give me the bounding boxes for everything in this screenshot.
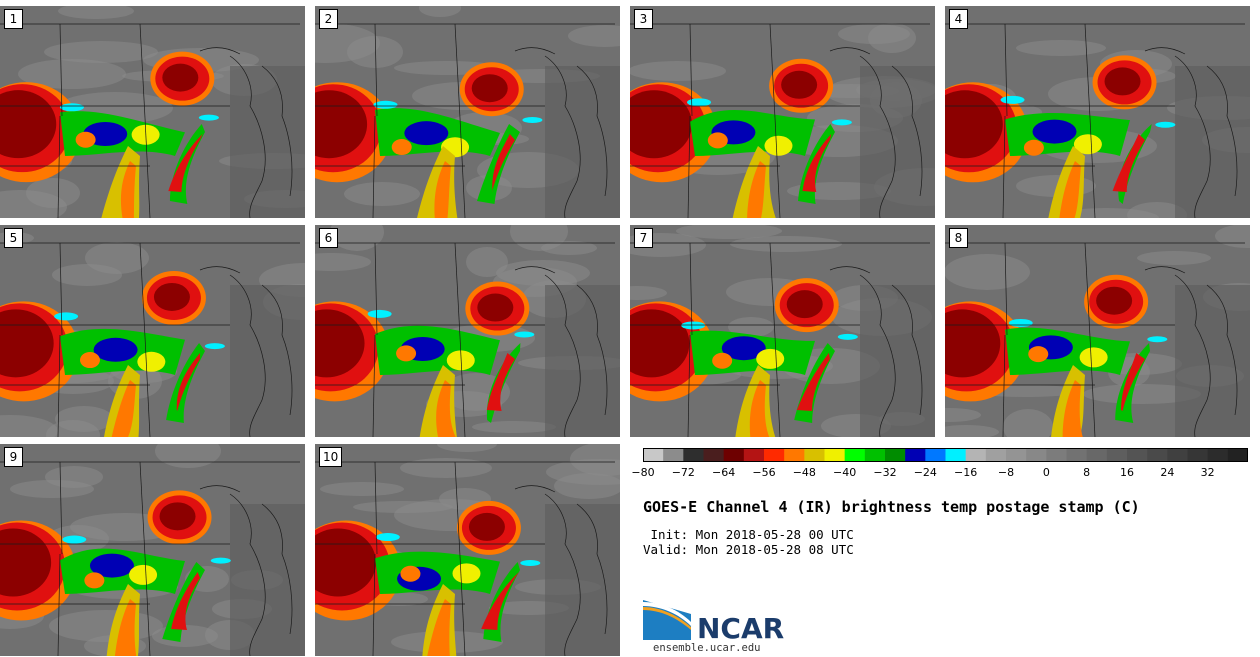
colorbar-segment xyxy=(804,448,825,462)
colorbar-tick-label: −56 xyxy=(752,466,776,479)
panel-number: 2 xyxy=(319,9,338,29)
colorbar-segment xyxy=(703,448,725,462)
panel-number: 8 xyxy=(949,228,968,248)
postage-stamp-panel: 7 xyxy=(630,225,935,437)
colorbar-segment xyxy=(1066,448,1088,462)
colorbar-segment xyxy=(1086,448,1108,462)
panel-number: 4 xyxy=(949,9,968,29)
panel-number: 10 xyxy=(319,447,343,467)
colorbar-tick-label: −40 xyxy=(833,466,857,479)
colorbar-segment xyxy=(1227,448,1249,462)
colorbar-segment xyxy=(723,448,745,462)
colorbar-segment xyxy=(1147,448,1168,462)
postage-stamp-panel: 3 xyxy=(630,6,935,218)
colorbar-segment xyxy=(985,448,1007,462)
ncar-logo-icon xyxy=(643,600,695,646)
colorbar-tick-label: −72 xyxy=(671,466,695,479)
postage-stamp-panel: 2 xyxy=(315,6,620,218)
colorbar-segment xyxy=(824,448,846,462)
init-time: Init: Mon 2018-05-28 00 UTC xyxy=(643,527,854,542)
colorbar-segment xyxy=(945,448,967,462)
colorbar-segment xyxy=(1167,448,1188,462)
colorbar-segment xyxy=(925,448,946,462)
colorbar-segment xyxy=(784,448,805,462)
colorbar-tick-label: 8 xyxy=(1083,466,1091,479)
ncar-logo-text: NCAR xyxy=(697,612,785,645)
site-url: ensemble.ucar.edu xyxy=(653,642,761,654)
colorbar-segment xyxy=(885,448,906,462)
colorbar-segment xyxy=(905,448,926,462)
postage-stamp-panel: 5 xyxy=(0,225,305,437)
colorbar xyxy=(643,447,1249,462)
colorbar-tick-label: −48 xyxy=(792,466,816,479)
colorbar-tick-label: 32 xyxy=(1200,466,1215,479)
postage-stamp-panel: 9 xyxy=(0,444,305,656)
colorbar-segment xyxy=(1026,448,1047,462)
postage-stamp-panel: 4 xyxy=(945,6,1250,218)
colorbar-segment xyxy=(844,448,866,462)
colorbar-segment xyxy=(1106,448,1128,462)
colorbar-tick-label: 16 xyxy=(1120,466,1134,479)
colorbar-segment xyxy=(683,448,704,462)
colorbar-tick-label: 24 xyxy=(1160,466,1175,479)
panel-number: 9 xyxy=(4,447,23,467)
postage-stamp-panel: 1 xyxy=(0,6,305,218)
colorbar-segment xyxy=(643,448,664,462)
colorbar-segment xyxy=(1207,448,1229,462)
colorbar-segment xyxy=(1046,448,1067,462)
colorbar-tick-label: −32 xyxy=(873,466,897,479)
colorbar-segment xyxy=(864,448,886,462)
colorbar-tick-label: −24 xyxy=(913,466,937,479)
panel-number: 3 xyxy=(634,9,653,29)
postage-stamp-panel: 10 xyxy=(315,444,620,656)
colorbar-tick-label: −80 xyxy=(631,466,655,479)
colorbar-tick-label: 0 xyxy=(1042,466,1050,479)
colorbar-segment xyxy=(1187,448,1209,462)
colorbar-segment xyxy=(764,448,785,462)
colorbar-segment xyxy=(663,448,684,462)
panel-number: 7 xyxy=(634,228,653,248)
figure-title: GOES-E Channel 4 (IR) brightness temp po… xyxy=(643,498,1140,516)
colorbar-tick-label: −8 xyxy=(997,466,1015,479)
colorbar-segment xyxy=(1127,448,1148,462)
panel-number: 6 xyxy=(319,228,338,248)
panel-number: 1 xyxy=(4,9,23,29)
colorbar-tick-label: −64 xyxy=(712,466,736,479)
valid-time: Valid: Mon 2018-05-28 08 UTC xyxy=(643,542,854,557)
colorbar-segment xyxy=(965,448,987,462)
panel-number: 5 xyxy=(4,228,23,248)
colorbar-segment xyxy=(1006,448,1027,462)
colorbar-segment xyxy=(743,448,765,462)
colorbar-tick-label: −16 xyxy=(954,466,978,479)
postage-stamp-panel: 8 xyxy=(945,225,1250,437)
postage-stamp-panel: 6 xyxy=(315,225,620,437)
